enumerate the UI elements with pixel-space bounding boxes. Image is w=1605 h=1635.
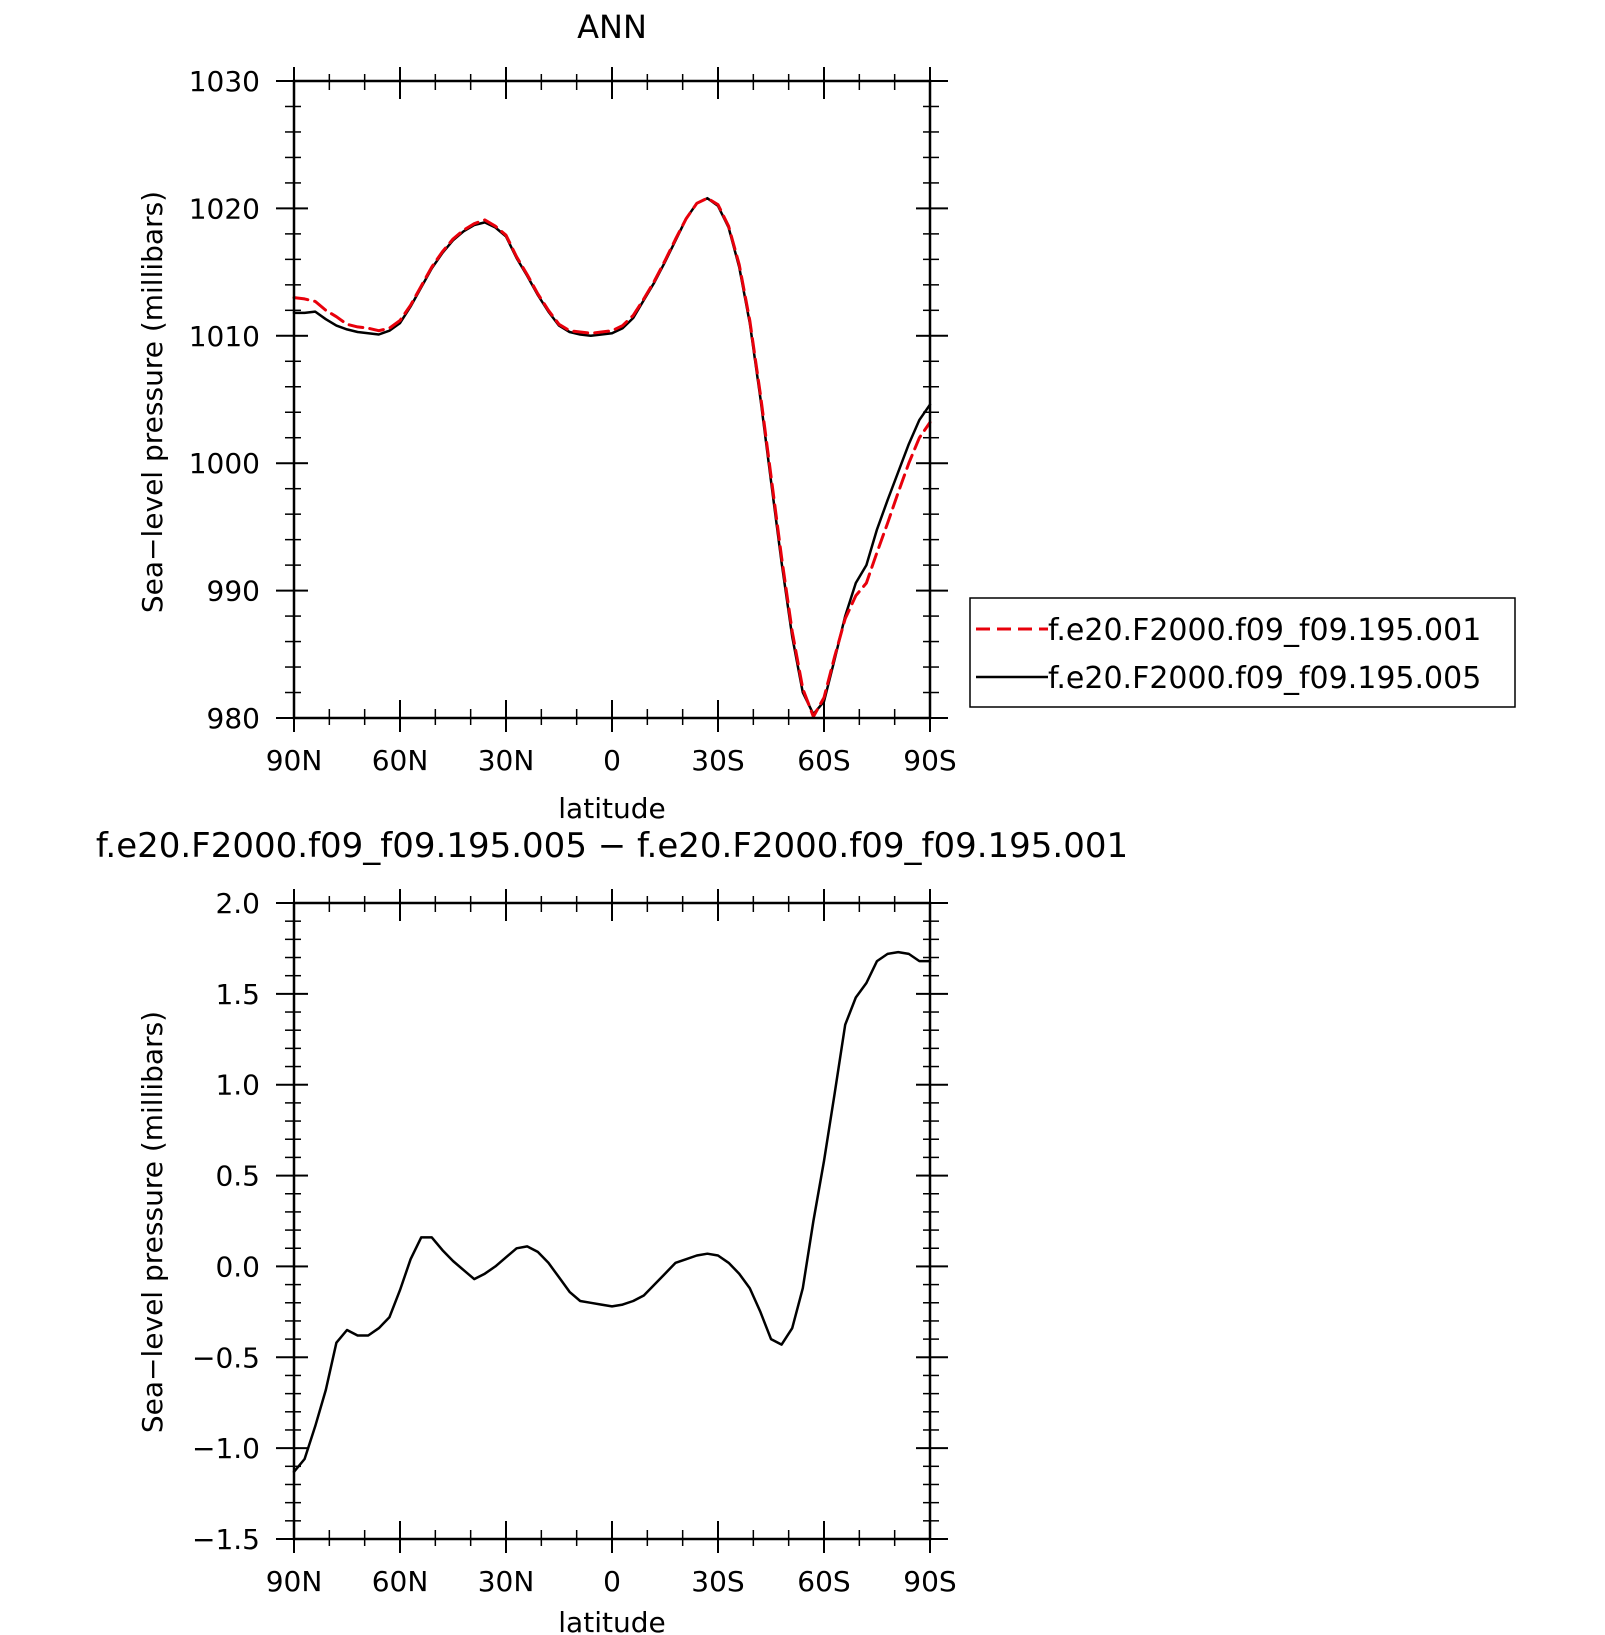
y-tick-label: 0.0 — [215, 1250, 260, 1283]
top-chart-lines — [292, 196, 932, 719]
legend-box — [969, 597, 1516, 708]
top-chart-ylabel: Sea−level pressure (millibars) — [136, 191, 169, 613]
y-tick-label: −0.5 — [192, 1341, 260, 1374]
x-tick-label: 90S — [903, 1565, 956, 1598]
y-tick-label: 1030 — [189, 65, 260, 98]
x-tick-label: 0 — [603, 1565, 621, 1598]
y-tick-label: 1000 — [189, 447, 260, 480]
legend-label-005: f.e20.F2000.f09_f09.195.005 — [1048, 661, 1481, 696]
bottom-chart-panel: f.e20.F2000.f09_f09.195.005 − f.e20.F200… — [96, 826, 1128, 1635]
y-tick-label: 0.5 — [215, 1160, 260, 1193]
y-tick-label: 1.5 — [215, 978, 260, 1011]
top-chart-panel: ANN Sea−level pressure (millibars) latit… — [136, 8, 1516, 825]
top-chart-xlabel: latitude — [558, 792, 665, 825]
series-line-solid — [292, 196, 932, 716]
bottom-chart-ticks: 90N 60N 30N 0 30S 60S 90S −1.5 −1.0 −0.5 0.0 0.5 1.0… — [192, 887, 957, 1598]
y-tick-label: 1.0 — [215, 1069, 260, 1102]
bottom-chart-ylabel: Sea−level pressure (millibars) — [136, 1011, 169, 1433]
bottom-chart-xlabel: latitude — [558, 1606, 665, 1635]
x-tick-label: 30S — [691, 744, 744, 777]
series-line-dashed — [292, 196, 932, 719]
bottom-chart-frame — [292, 901, 932, 1541]
x-tick-label: 30N — [478, 1565, 535, 1598]
x-tick-label: 60S — [797, 1565, 850, 1598]
y-tick-label: 1020 — [189, 192, 260, 225]
y-tick-label: 1010 — [189, 320, 260, 353]
top-chart-title: ANN — [577, 8, 647, 46]
y-tick-label: 980 — [207, 702, 260, 735]
x-tick-label: 90N — [266, 744, 323, 777]
x-tick-label: 0 — [603, 744, 621, 777]
y-tick-label: −1.0 — [192, 1432, 260, 1465]
x-tick-label: 60S — [797, 744, 850, 777]
y-tick-label: 990 — [207, 575, 260, 608]
y-tick-label: −1.5 — [192, 1523, 260, 1556]
bottom-chart-title: f.e20.F2000.f09_f09.195.005 − f.e20.F200… — [96, 826, 1128, 866]
x-tick-label: 90S — [903, 744, 956, 777]
top-chart-ticks: 90N 60N 30N 0 30S 60S 90S 980 990 1000 1010 1020 103… — [189, 65, 957, 777]
x-tick-label: 60N — [372, 1565, 429, 1598]
legend-label-001: f.e20.F2000.f09_f09.195.001 — [1048, 613, 1481, 648]
legend: f.e20.F2000.f09_f09.195.001 f.e20.F2000.… — [969, 597, 1516, 708]
x-tick-label: 60N — [372, 744, 429, 777]
x-tick-label: 30S — [691, 1565, 744, 1598]
x-tick-label: 30N — [478, 744, 535, 777]
series-line-solid — [292, 950, 932, 1474]
x-tick-label: 90N — [266, 1565, 323, 1598]
top-chart-frame — [292, 79, 932, 720]
y-tick-label: 2.0 — [215, 887, 260, 920]
bottom-chart-lines — [292, 950, 932, 1474]
